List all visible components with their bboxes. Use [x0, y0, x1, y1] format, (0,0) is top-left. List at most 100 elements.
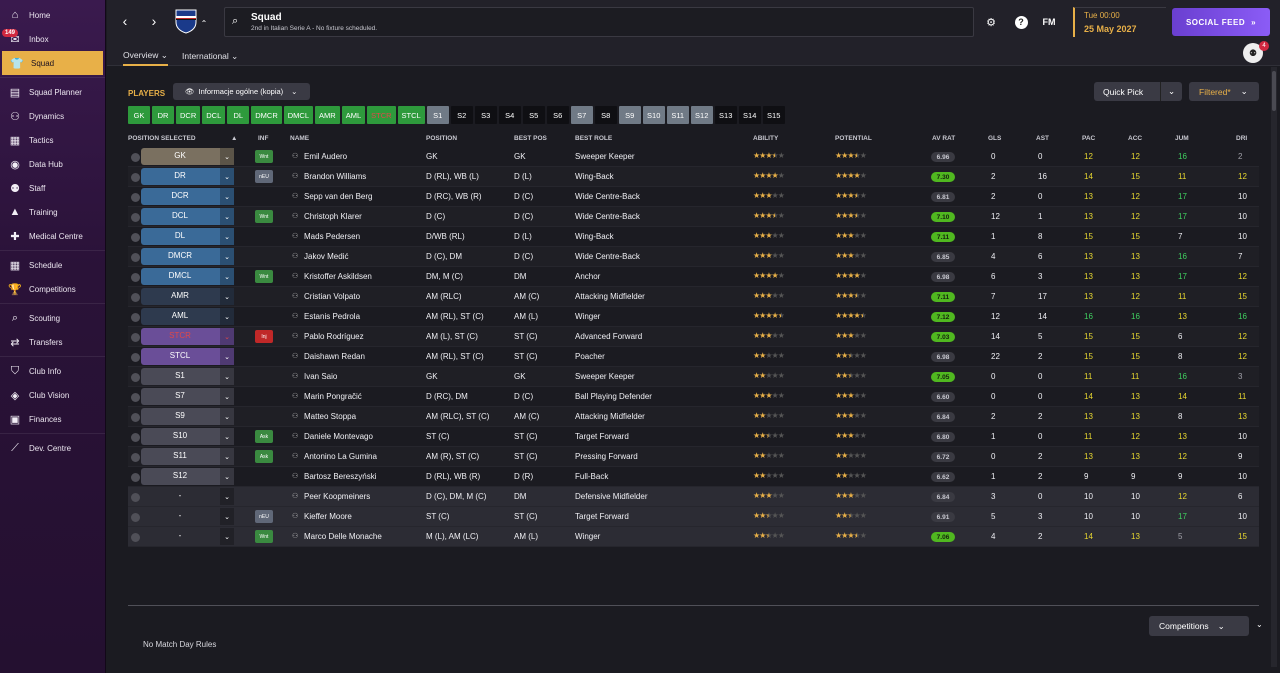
tab-overview[interactable]: Overview ⌄ [123, 46, 168, 66]
scrollbar[interactable] [1271, 67, 1277, 667]
player-name[interactable]: Cristian Volpato [304, 292, 361, 301]
position-select[interactable]: DL ⌄ [141, 228, 234, 245]
position-button-s14[interactable]: S14 [738, 106, 761, 124]
col-acc[interactable]: ACC [1128, 135, 1143, 142]
position-select[interactable]: AMR ⌄ [141, 288, 234, 305]
position-select[interactable]: DMCR ⌄ [141, 248, 234, 265]
position-button-s3[interactable]: S3 [474, 106, 497, 124]
position-button-stcr[interactable]: STCR [367, 106, 396, 124]
position-button-s9[interactable]: S9 [618, 106, 641, 124]
manager-avatar-icon[interactable]: ⚉ [1243, 43, 1263, 63]
position-select[interactable]: DR ⌄ [141, 168, 234, 185]
position-select[interactable]: - ⌄ [141, 528, 234, 545]
table-row[interactable]: S11 ⌄ Ask ⚇ Antonino La Gumina AM (R), ST (C)… [128, 447, 1259, 467]
position-button-s6[interactable]: S6 [546, 106, 569, 124]
quick-pick-button[interactable]: Quick Pick ⌄ [1094, 82, 1182, 101]
select-checkbox[interactable] [131, 453, 140, 462]
table-row[interactable]: DL ⌄ ⚇ Mads Pedersen D/WB (RL) D (L) Wing-Back… [128, 227, 1259, 247]
position-button-s12[interactable]: S12 [690, 106, 713, 124]
position-select[interactable]: S7 ⌄ [141, 388, 234, 405]
select-checkbox[interactable] [131, 493, 140, 502]
position-select[interactable]: STCL ⌄ [141, 348, 234, 365]
player-name[interactable]: Matteo Stoppa [304, 412, 357, 421]
sidebar-item-training[interactable]: ▲ Training [0, 200, 105, 224]
competitions-dropdown[interactable]: Competitions ⌄ [1149, 616, 1249, 636]
club-badge-icon[interactable] [174, 8, 198, 34]
table-row[interactable]: - ⌄ ⚇ Peer Koopmeiners D (C), DM, M (C) DM Def… [128, 487, 1259, 507]
select-checkbox[interactable] [131, 273, 140, 282]
brain-icon[interactable]: ⚙ [986, 16, 996, 29]
select-checkbox[interactable] [131, 413, 140, 422]
table-row[interactable]: AML ⌄ ⚇ Estanis Pedrola AM (RL), ST (C) AM (L… [128, 307, 1259, 327]
player-name[interactable]: Mads Pedersen [304, 232, 361, 241]
position-select[interactable]: DCL ⌄ [141, 208, 234, 225]
select-checkbox[interactable] [131, 173, 140, 182]
player-name[interactable]: Pablo Rodríguez [304, 332, 364, 341]
select-checkbox[interactable] [131, 473, 140, 482]
sidebar-item-club-info[interactable]: ⛉ Club Info [0, 359, 105, 383]
position-button-s1[interactable]: S1 [426, 106, 449, 124]
col-best-role[interactable]: BEST ROLE [575, 135, 613, 142]
sidebar-item-schedule[interactable]: ▦ Schedule [0, 253, 105, 277]
player-name[interactable]: Estanis Pedrola [304, 312, 361, 321]
table-row[interactable]: - ⌄ Wnt ⚇ Marco Delle Monache M (L), AM (LC) A… [128, 527, 1259, 547]
position-button-s8[interactable]: S8 [594, 106, 617, 124]
select-checkbox[interactable] [131, 153, 140, 162]
sidebar-item-squad[interactable]: 👕 Squad [2, 51, 103, 75]
sidebar-item-competitions[interactable]: 🏆 Competitions [0, 277, 105, 301]
col-av-rat[interactable]: AV RAT [932, 135, 956, 142]
club-switch-chevron-icon[interactable]: ⌃ [200, 18, 208, 28]
search-icon[interactable]: ⌕ [232, 15, 239, 27]
sidebar-item-tactics[interactable]: ▦ Tactics [0, 128, 105, 152]
select-checkbox[interactable] [131, 513, 140, 522]
player-name[interactable]: Daishawn Redan [304, 352, 365, 361]
select-checkbox[interactable] [131, 373, 140, 382]
select-checkbox[interactable] [131, 333, 140, 342]
position-button-s10[interactable]: S10 [642, 106, 665, 124]
forward-arrow-icon[interactable]: › [151, 13, 157, 29]
table-row[interactable]: S1 ⌄ ⚇ Ivan Saio GK GK Sweeper Keeper ★★★★★ ★★★★… [128, 367, 1259, 387]
select-checkbox[interactable] [131, 433, 140, 442]
table-row[interactable]: - ⌄ nEU ⚇ Kieffer Moore ST (C) ST (C) Target Fo… [128, 507, 1259, 527]
select-checkbox[interactable] [131, 353, 140, 362]
position-button-s7[interactable]: S7 [570, 106, 593, 124]
position-select[interactable]: S12 ⌄ [141, 468, 234, 485]
col-inf[interactable]: INF [258, 135, 269, 142]
table-row[interactable]: GK ⌄ Wnt ⚇ Emil Audero GK GK Sweeper Keeper ★★★★… [128, 147, 1259, 167]
sidebar-item-staff[interactable]: ⚉ Staff [0, 176, 105, 200]
sidebar-item-medical-centre[interactable]: ✚ Medical Centre [0, 224, 105, 248]
position-select[interactable]: S9 ⌄ [141, 408, 234, 425]
player-name[interactable]: Christoph Klarer [304, 212, 362, 221]
player-name[interactable]: Jakov Medić [304, 252, 349, 261]
position-select[interactable]: S1 ⌄ [141, 368, 234, 385]
table-row[interactable]: AMR ⌄ ⚇ Cristian Volpato AM (RLC) AM (C) Attac… [128, 287, 1259, 307]
select-checkbox[interactable] [131, 233, 140, 242]
sidebar-item-scouting[interactable]: ⌕ Scouting [0, 306, 105, 330]
position-select[interactable]: - ⌄ [141, 488, 234, 505]
player-name[interactable]: Sepp van den Berg [304, 192, 373, 201]
position-button-s11[interactable]: S11 [666, 106, 689, 124]
table-row[interactable]: DCR ⌄ ⚇ Sepp van den Berg D (RC), WB (R) D (C… [128, 187, 1259, 207]
position-select[interactable]: STCR ⌄ [141, 328, 234, 345]
position-button-dr[interactable]: DR [152, 106, 174, 124]
position-select[interactable]: S11 ⌄ [141, 448, 234, 465]
player-name[interactable]: Ivan Saio [304, 372, 338, 381]
tab-international[interactable]: International ⌄ [182, 46, 238, 66]
position-button-amr[interactable]: AMR [315, 106, 340, 124]
col-ast[interactable]: AST [1036, 135, 1049, 142]
date-display[interactable]: Tue 00:00 25 May 2027 [1073, 7, 1166, 37]
table-row[interactable]: DMCR ⌄ ⚇ Jakov Medić D (C), DM D (C) Wide Cent… [128, 247, 1259, 267]
position-button-dcr[interactable]: DCR [176, 106, 201, 124]
position-select[interactable]: - ⌄ [141, 508, 234, 525]
position-select[interactable]: AML ⌄ [141, 308, 234, 325]
position-button-s15[interactable]: S15 [762, 106, 785, 124]
view-dropdown[interactable]: 👁 Informacje ogólne (kopia) ⌄ [173, 83, 310, 100]
collapse-chevron-icon[interactable]: ⌄ [1256, 620, 1263, 629]
sidebar-item-dynamics[interactable]: ⚇ Dynamics [0, 104, 105, 128]
player-name[interactable]: Kristoffer Askildsen [304, 272, 372, 281]
position-button-stcl[interactable]: STCL [397, 106, 425, 124]
sort-asc-icon[interactable]: ▲ [231, 135, 238, 142]
position-button-dmcr[interactable]: DMCR [251, 106, 282, 124]
player-name[interactable]: Brandon Williams [304, 172, 367, 181]
position-button-s5[interactable]: S5 [522, 106, 545, 124]
